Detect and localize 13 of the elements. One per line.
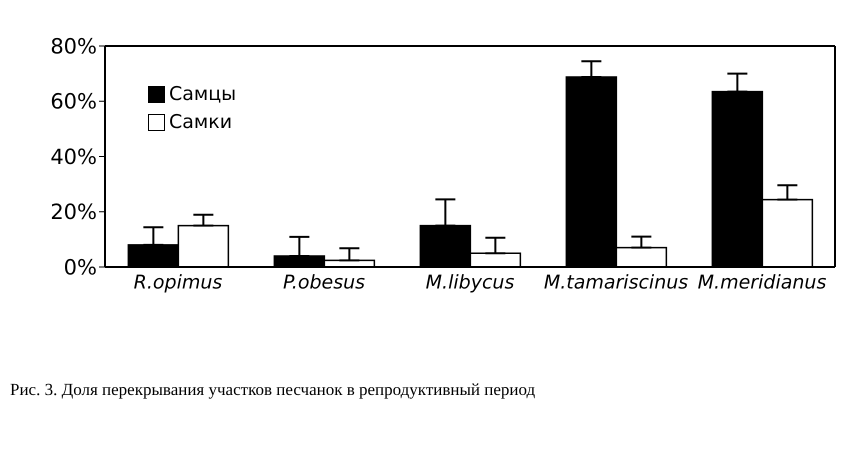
y-tick-label: 40% [50,144,97,169]
y-tick-label: 20% [50,200,97,224]
legend-label: Самцы [169,83,236,105]
x-tick-label: M.tamariscinus [544,271,688,294]
text: Рис. 3. Доля перекрывания участков песчанок в репродуктивный период [10,380,536,400]
y-tick-label: 60% [50,90,97,114]
x-tick-label: M.libycus [426,271,514,294]
x-tick-label: R.opimus [134,271,222,294]
x-tick-label: M.meridianus [698,271,826,294]
x-tick-label: P.obesus [282,271,366,294]
y-tick-label: 80% [50,34,97,58]
y-tick-label: 0% [64,255,97,280]
legend-label: Самки [169,111,232,133]
